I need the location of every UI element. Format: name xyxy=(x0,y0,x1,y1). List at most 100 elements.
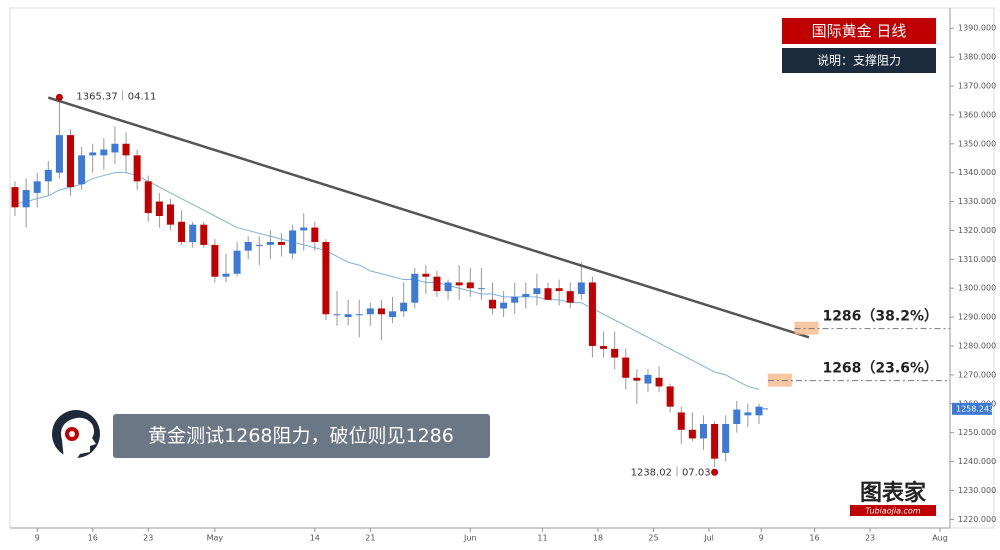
x-tick-label: Aug xyxy=(932,534,948,543)
y-tick-label: 1340.000 xyxy=(958,168,996,177)
y-tick-label: 1250.000 xyxy=(958,428,996,437)
candle-body xyxy=(89,152,97,156)
level-label: 1286（38.2%） xyxy=(822,309,938,325)
candle-body xyxy=(722,424,730,453)
candle-body xyxy=(366,308,374,315)
candle-body xyxy=(222,273,230,277)
x-tick-label: 18 xyxy=(593,534,603,543)
level-zone xyxy=(767,373,792,387)
x-tick-label: 16 xyxy=(88,534,98,543)
candle-body xyxy=(466,282,474,289)
candle-body xyxy=(244,242,252,251)
candle-body xyxy=(622,357,630,378)
x-tick-label: May xyxy=(207,534,224,543)
head-icon xyxy=(52,410,100,460)
candle-body xyxy=(377,308,385,315)
candle-body xyxy=(11,187,19,208)
candle-body xyxy=(200,224,208,245)
candle-body xyxy=(144,181,152,214)
candle-body xyxy=(111,143,119,153)
candle-body xyxy=(511,296,519,303)
x-tick-label: 16 xyxy=(809,534,819,543)
candle-body xyxy=(44,169,52,182)
y-tick-label: 1370.000 xyxy=(958,82,996,91)
candle-body xyxy=(477,288,485,290)
candle-body xyxy=(655,377,663,387)
candle-body xyxy=(189,224,197,242)
candle-body xyxy=(666,386,674,407)
y-tick-label: 1390.000 xyxy=(958,24,996,33)
extreme-label: 1238.02｜07.03 xyxy=(631,466,711,478)
y-tick-label: 1220.000 xyxy=(958,515,996,524)
title-box xyxy=(782,18,936,44)
candle-body xyxy=(55,135,63,173)
candle-body xyxy=(344,314,352,318)
candle-body xyxy=(100,149,108,156)
candle-body xyxy=(488,299,496,309)
candle-body xyxy=(444,282,452,292)
candle-body xyxy=(311,227,319,242)
y-tick-label: 1270.000 xyxy=(958,370,996,379)
watermark-url: Tubiaojia.com xyxy=(865,507,920,516)
candle-body xyxy=(577,282,585,294)
candle-body xyxy=(300,227,308,231)
candle-body xyxy=(178,221,186,242)
candle-body xyxy=(433,276,441,292)
candle-body xyxy=(699,424,707,439)
candle-body xyxy=(22,190,30,208)
y-tick-label: 1310.000 xyxy=(958,255,996,264)
candle-body xyxy=(289,230,297,254)
y-tick-label: 1230.000 xyxy=(958,486,996,495)
candle-body xyxy=(411,273,419,303)
level-label: 1268（23.6%） xyxy=(822,361,938,377)
banner-box xyxy=(113,414,490,458)
candle-body xyxy=(78,155,86,185)
candle-body xyxy=(322,242,330,315)
x-tick-label: 25 xyxy=(648,534,658,543)
x-tick-label: 11 xyxy=(537,534,547,543)
watermark-bar xyxy=(850,505,936,516)
extreme-dot xyxy=(55,93,63,101)
candle-body xyxy=(266,242,274,245)
x-tick-label: Jul xyxy=(703,534,714,543)
extreme-dot xyxy=(711,468,719,476)
candle-body xyxy=(400,302,408,312)
candle-body xyxy=(633,377,641,381)
candle-body xyxy=(733,409,741,424)
x-tick-label: 23 xyxy=(143,534,153,543)
candle-body xyxy=(711,424,719,459)
y-tick-label: 1240.000 xyxy=(958,457,996,466)
watermark: 图表家 xyxy=(860,480,927,506)
y-tick-label: 1360.000 xyxy=(958,110,996,119)
candle-body xyxy=(755,406,763,416)
candle-body xyxy=(588,282,596,346)
chart-title: 国际黄金 日线 xyxy=(812,22,907,40)
candle-body xyxy=(677,412,685,430)
candle-body xyxy=(522,294,530,297)
candle-body xyxy=(566,291,574,303)
candle-body xyxy=(389,311,397,318)
extreme-label: 1365.37｜04.11 xyxy=(76,90,156,102)
candle-body xyxy=(67,135,75,188)
subtitle-box xyxy=(782,48,936,73)
candle-body xyxy=(544,288,552,300)
candle-body xyxy=(355,314,363,316)
x-tick-label: 9 xyxy=(759,534,764,543)
candle-body xyxy=(155,201,163,216)
last-price-label: 1258.242 xyxy=(956,404,994,413)
y-tick-label: 1290.000 xyxy=(958,313,996,322)
y-tick-label: 1350.000 xyxy=(958,139,996,148)
candle-body xyxy=(333,314,341,316)
last-price-tag xyxy=(952,402,992,415)
plot: 1220.0001230.0001240.0001250.0001260.000… xyxy=(11,24,996,543)
level-zone xyxy=(794,321,819,335)
candle-body xyxy=(122,143,130,156)
candle-body xyxy=(33,181,41,193)
y-tick-label: 1320.000 xyxy=(958,226,996,235)
y-tick-label: 1300.000 xyxy=(958,284,996,293)
candle-body xyxy=(533,288,541,294)
candle-body xyxy=(644,374,652,384)
banner-text: 黄金测试1268阻力，破位则见1286 xyxy=(148,425,454,447)
y-tick-label: 1330.000 xyxy=(958,197,996,206)
